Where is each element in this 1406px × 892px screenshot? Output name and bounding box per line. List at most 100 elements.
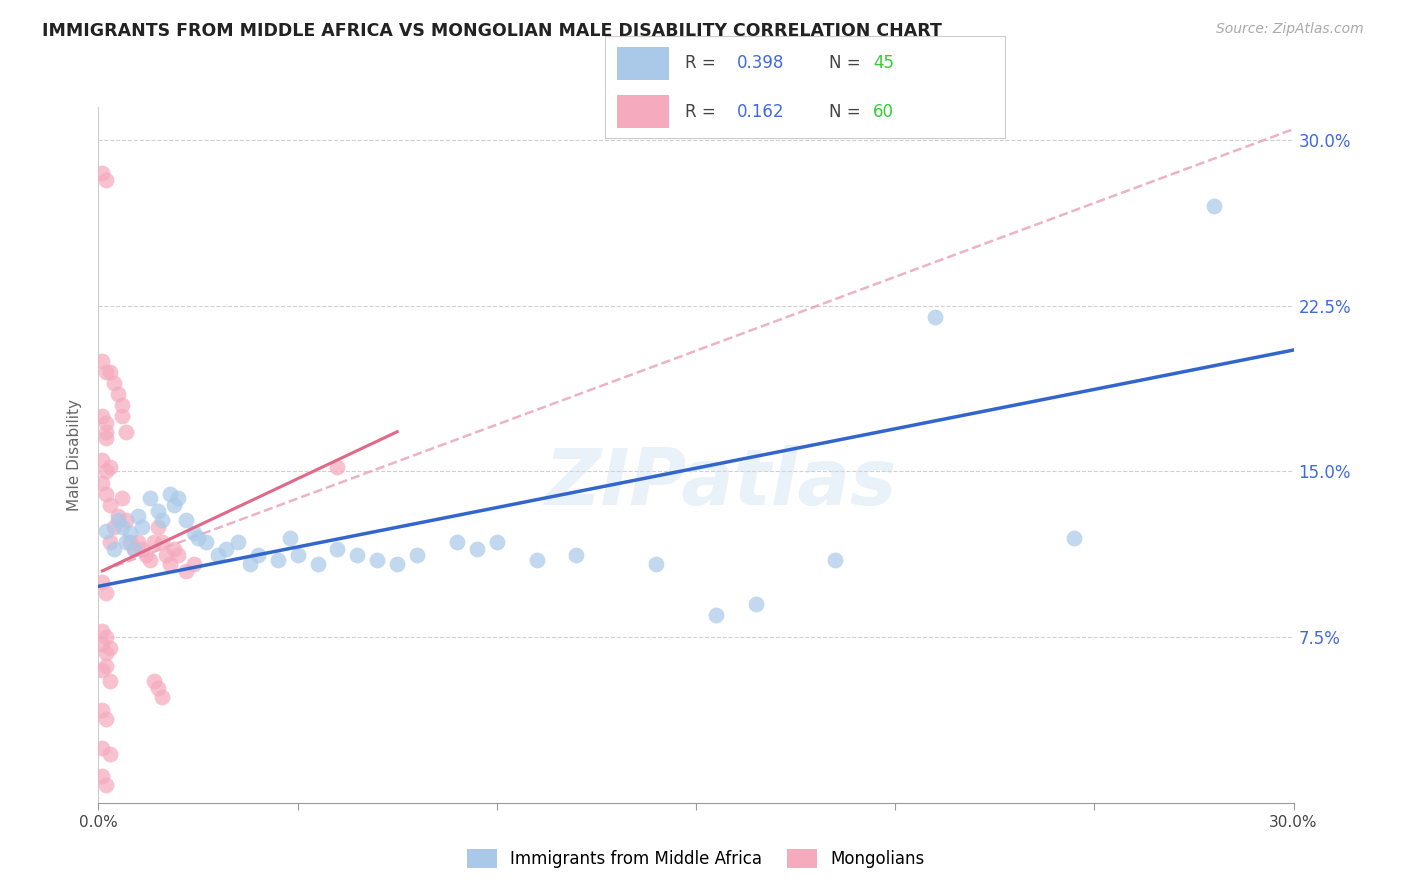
Point [100, 641, 122, 656]
Point [446, 535, 468, 549]
Text: R =: R = [685, 103, 721, 120]
Point [96, 425, 118, 439]
Point [148, 504, 170, 518]
Point [100, 674, 122, 689]
Point [704, 608, 727, 623]
Point [100, 460, 122, 475]
Point [246, 549, 269, 563]
Point [124, 541, 146, 556]
Point [163, 541, 186, 556]
Point [924, 310, 946, 324]
Point [346, 549, 368, 563]
Point [96, 173, 118, 187]
Point [103, 519, 125, 533]
Text: N =: N = [830, 103, 866, 120]
Text: 0.162: 0.162 [737, 103, 785, 120]
Point [150, 513, 173, 527]
Point [485, 535, 508, 549]
Point [115, 513, 138, 527]
Point [195, 535, 218, 549]
Point [187, 531, 209, 545]
FancyBboxPatch shape [617, 47, 669, 79]
Text: R =: R = [685, 54, 721, 72]
Legend: Immigrants from Middle Africa, Mongolians: Immigrants from Middle Africa, Mongolian… [460, 842, 932, 874]
Point [150, 690, 173, 704]
Point [91, 166, 114, 180]
Point [326, 460, 349, 475]
Point [131, 519, 153, 533]
Point [96, 416, 118, 430]
Point [111, 491, 134, 505]
Point [107, 508, 129, 523]
Point [91, 769, 114, 783]
Point [326, 541, 349, 556]
Text: Source: ZipAtlas.com: Source: ZipAtlas.com [1216, 22, 1364, 37]
Point [267, 553, 290, 567]
Point [100, 365, 122, 379]
Point [100, 535, 122, 549]
Point [307, 558, 329, 572]
Point [148, 519, 170, 533]
Point [120, 526, 142, 541]
Point [107, 513, 129, 527]
Point [207, 549, 229, 563]
Point [111, 519, 134, 533]
Point [824, 553, 846, 567]
Point [100, 498, 122, 512]
Point [465, 541, 488, 556]
Point [131, 541, 153, 556]
Point [215, 541, 238, 556]
Point [150, 535, 173, 549]
Point [91, 453, 114, 467]
Point [91, 637, 114, 651]
Point [745, 597, 768, 611]
Point [91, 354, 114, 368]
Point [239, 558, 262, 572]
Point [115, 425, 138, 439]
Point [96, 524, 118, 538]
Point [406, 549, 429, 563]
Point [96, 486, 118, 500]
Point [91, 574, 114, 589]
FancyBboxPatch shape [617, 95, 669, 128]
Point [96, 712, 118, 726]
Point [385, 558, 409, 572]
Point [526, 553, 548, 567]
Text: N =: N = [830, 54, 866, 72]
Point [226, 535, 249, 549]
Y-axis label: Male Disability: Male Disability [67, 399, 83, 511]
Point [1063, 531, 1085, 545]
Point [96, 658, 118, 673]
Point [96, 646, 118, 660]
Point [103, 541, 125, 556]
Point [96, 630, 118, 644]
Point [159, 558, 181, 572]
Point [174, 564, 197, 578]
Point [127, 508, 149, 523]
Point [135, 549, 157, 563]
Point [96, 586, 118, 600]
Point [167, 549, 190, 563]
Point [183, 526, 205, 541]
Point [174, 513, 197, 527]
Point [155, 549, 177, 563]
Point [139, 553, 162, 567]
Point [1202, 199, 1225, 213]
Point [111, 409, 134, 424]
Text: 0.398: 0.398 [737, 54, 785, 72]
Point [91, 624, 114, 638]
Point [96, 431, 118, 445]
Point [143, 674, 166, 689]
Point [96, 365, 118, 379]
Text: 60: 60 [873, 103, 894, 120]
Point [565, 549, 588, 563]
Point [645, 558, 668, 572]
Point [103, 376, 125, 391]
Point [111, 398, 134, 412]
Point [96, 778, 118, 792]
Point [91, 703, 114, 717]
Point [120, 535, 142, 549]
Point [143, 535, 166, 549]
Point [183, 558, 205, 572]
Text: ZIPatlas: ZIPatlas [544, 445, 896, 521]
